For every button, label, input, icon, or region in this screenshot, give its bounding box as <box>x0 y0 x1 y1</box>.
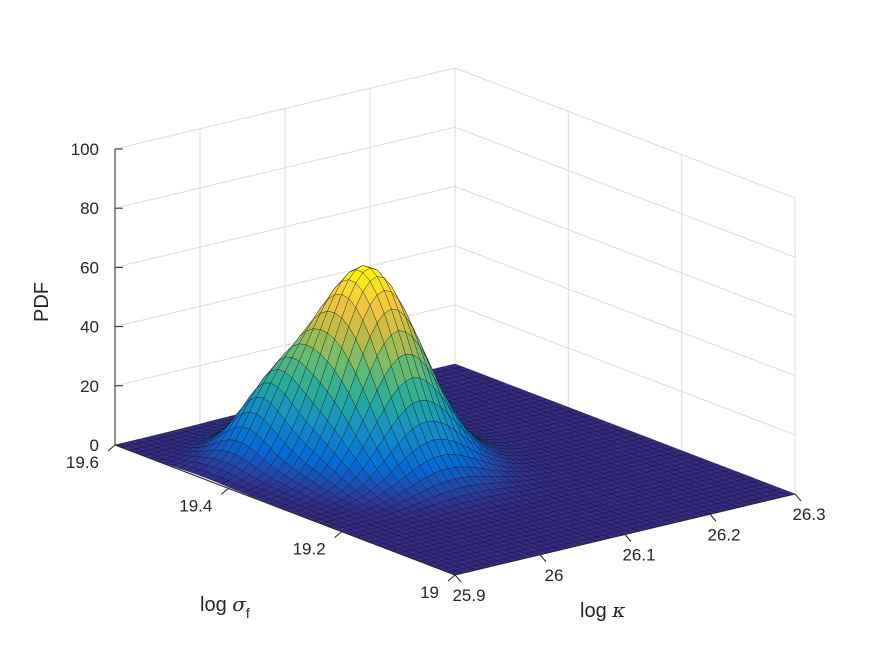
y-axis-label-subscript: f <box>246 605 250 621</box>
z-tick-label: 80 <box>80 199 99 218</box>
y-axis-label: log σf <box>200 592 250 621</box>
grid-wall-z <box>454 185 796 317</box>
z-axis-label: PDF <box>31 282 53 322</box>
x-axis-label-prefix: log <box>580 600 612 622</box>
z-tick-label: 40 <box>80 318 99 337</box>
y-axis-label-prefix: log <box>200 594 232 616</box>
x-tick-label: 26.3 <box>792 505 825 524</box>
y-tick-label: 19.4 <box>179 496 212 515</box>
grid-wall-z <box>114 126 456 209</box>
grid-wall-z <box>114 245 456 328</box>
x-axis-label-symbol: κ <box>611 598 625 622</box>
grid-wall-z <box>454 126 796 258</box>
y-axis-line <box>114 444 456 576</box>
y-tick-mark <box>334 531 342 539</box>
tick-labels: 25.9 26 26.1 26.2 26.3 19 19.2 19.4 19.60 20 40 60 8… <box>66 140 826 605</box>
z-tick-label: 0 <box>90 436 99 455</box>
grid-wall-z <box>114 185 456 268</box>
y-tick-mark <box>447 574 456 582</box>
z-tick-label: 20 <box>80 377 99 396</box>
x-tick-mark <box>794 493 802 502</box>
y-tick-label: 19.2 <box>293 540 326 559</box>
y-tick-mark <box>107 444 116 452</box>
x-tick-label: 26.2 <box>707 525 740 544</box>
grid-wall-z <box>114 67 456 150</box>
grid-wall-z <box>454 67 796 199</box>
x-tick-mark <box>539 554 547 563</box>
x-tick-label: 26 <box>545 566 564 585</box>
z-tick-label: 60 <box>80 258 99 277</box>
grid-wall-z <box>454 304 796 436</box>
y-tick-label: 19 <box>420 583 439 602</box>
x-tick-mark <box>624 534 632 542</box>
x-axis-label: log κ <box>580 598 625 622</box>
x-tick-label: 25.9 <box>452 586 485 605</box>
surface-mesh <box>114 265 796 576</box>
x-tick-mark <box>454 574 462 583</box>
x-tick-label: 26.1 <box>622 546 655 565</box>
axes <box>107 148 802 583</box>
x-tick-mark <box>709 513 717 522</box>
z-tick-label: 100 <box>71 140 99 159</box>
y-tick-label: 19.6 <box>66 453 99 472</box>
grid-wall-z <box>454 245 796 377</box>
y-axis-label-symbol: σ <box>232 592 247 616</box>
y-tick-mark <box>221 487 229 495</box>
